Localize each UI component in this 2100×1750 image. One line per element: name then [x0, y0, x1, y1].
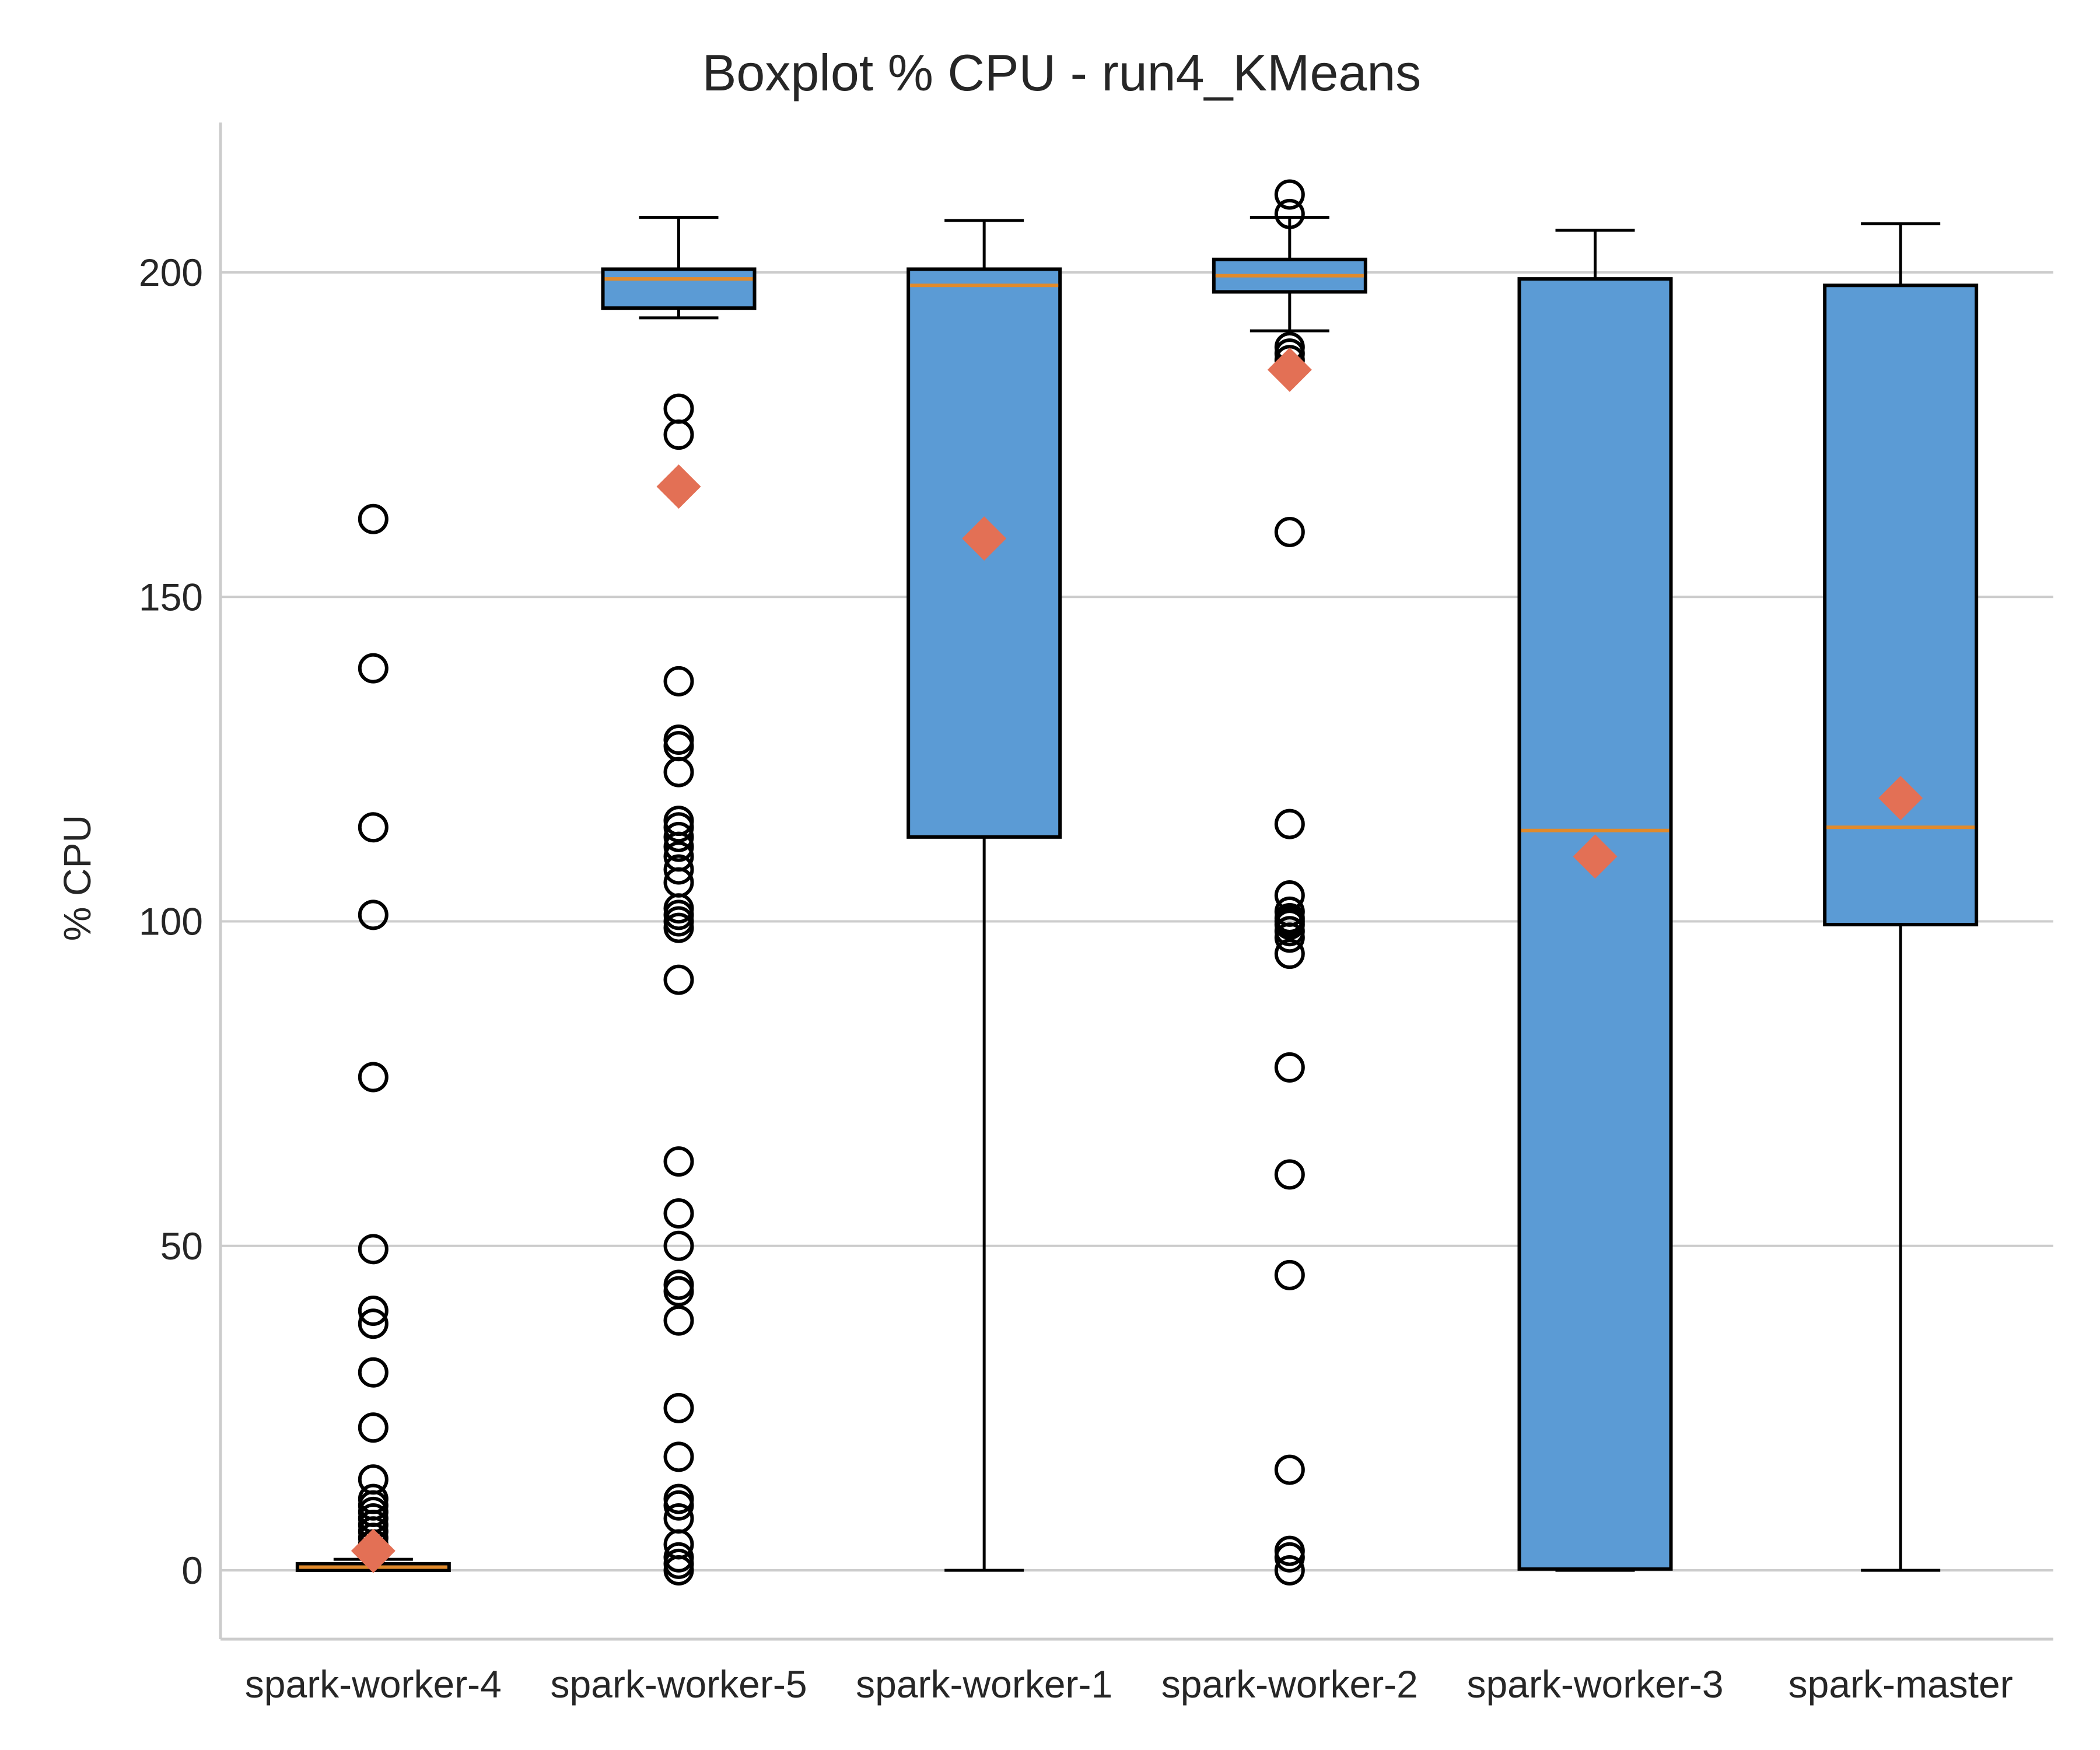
outlier-point — [663, 1146, 694, 1177]
box-group-spark-worker-4 — [295, 503, 451, 1573]
y-tick-labels: 0 50 100 150 200 — [139, 251, 203, 1592]
outlier-point — [358, 1296, 388, 1326]
outlier-point — [663, 821, 694, 852]
outlier-point — [1274, 922, 1305, 953]
outlier-point — [1274, 1159, 1305, 1190]
outlier-point — [663, 854, 694, 885]
outlier-point — [663, 757, 694, 788]
outlier-point — [1274, 808, 1305, 839]
outlier-point — [1274, 1542, 1305, 1573]
mean-marker — [656, 464, 701, 509]
outlier-point — [663, 666, 694, 696]
x-tick-labels: spark-worker-4 spark-worker-5 spark-worker… — [245, 1662, 2013, 1706]
outlier-point — [358, 900, 388, 930]
box-iqr — [1517, 277, 1673, 1571]
outlier-point — [358, 653, 388, 684]
outlier-point — [358, 1308, 388, 1339]
outlier-point — [663, 1276, 694, 1307]
gridlines — [220, 271, 2053, 1572]
y-tick-label: 150 — [139, 575, 203, 618]
outlier-point — [663, 1198, 694, 1229]
y-tick-label: 200 — [139, 251, 203, 294]
outlier-point — [1274, 517, 1305, 547]
outlier-point — [1274, 939, 1305, 970]
outlier-point — [358, 503, 388, 534]
mean-marker — [962, 516, 1007, 561]
outlier-point — [358, 1412, 388, 1443]
outlier-point — [663, 1441, 694, 1472]
outlier-point — [1274, 1555, 1305, 1586]
box-group-spark-worker-2 — [1212, 179, 1367, 1586]
x-tick-label: spark-worker-3 — [1466, 1662, 1723, 1706]
y-tick-label: 100 — [139, 900, 203, 943]
outlier-point — [663, 393, 694, 424]
box-group-spark-worker-5 — [601, 215, 757, 1586]
outlier-point — [663, 1490, 694, 1521]
x-tick-label: spark-master — [1788, 1662, 2013, 1706]
outlier-point — [1274, 1259, 1305, 1290]
y-tick-label: 50 — [160, 1224, 203, 1268]
box-iqr — [601, 267, 757, 310]
outlier-point — [358, 1234, 388, 1265]
outlier-point — [663, 806, 694, 836]
outlier-point — [663, 731, 694, 762]
y-tick-label: 0 — [181, 1549, 203, 1592]
x-tick-label: spark-worker-1 — [856, 1662, 1112, 1706]
mean-marker — [1267, 347, 1312, 392]
outlier-point — [663, 724, 694, 755]
outlier-point — [663, 1555, 694, 1586]
outlier-point — [663, 419, 694, 450]
outlier-point — [663, 1269, 694, 1300]
outlier-point — [663, 831, 694, 862]
outlier-point — [358, 1357, 388, 1388]
mean-marker — [1573, 834, 1618, 879]
x-tick-label: spark-worker-4 — [245, 1662, 502, 1706]
chart-title: Boxplot % CPU - run4_KMeans — [702, 44, 1422, 102]
outlier-point — [1274, 1052, 1305, 1083]
mean-marker — [1878, 776, 1923, 821]
outlier-point — [663, 912, 694, 943]
axes — [219, 123, 2053, 1641]
outlier-point — [663, 1392, 694, 1423]
outlier-point — [358, 812, 388, 843]
box-group-spark-master — [1823, 222, 1979, 1572]
outlier-point — [1274, 179, 1305, 210]
box-group-spark-worker-3 — [1517, 229, 1673, 1572]
y-axis-label: % CPU — [55, 815, 99, 941]
box-group-spark-worker-1 — [907, 219, 1062, 1572]
mean-marker — [351, 1528, 396, 1573]
outlier-point — [663, 1548, 694, 1579]
outlier-point — [1274, 1454, 1305, 1485]
outlier-point — [1274, 198, 1305, 229]
outlier-point — [663, 812, 694, 843]
outlier-point — [663, 1230, 694, 1261]
outlier-point — [358, 1062, 388, 1093]
x-tick-label: spark-worker-5 — [550, 1662, 807, 1706]
outlier-point — [663, 964, 694, 995]
boxes — [295, 179, 1979, 1586]
outlier-point — [663, 1305, 694, 1336]
x-tick-label: spark-worker-2 — [1161, 1662, 1418, 1706]
